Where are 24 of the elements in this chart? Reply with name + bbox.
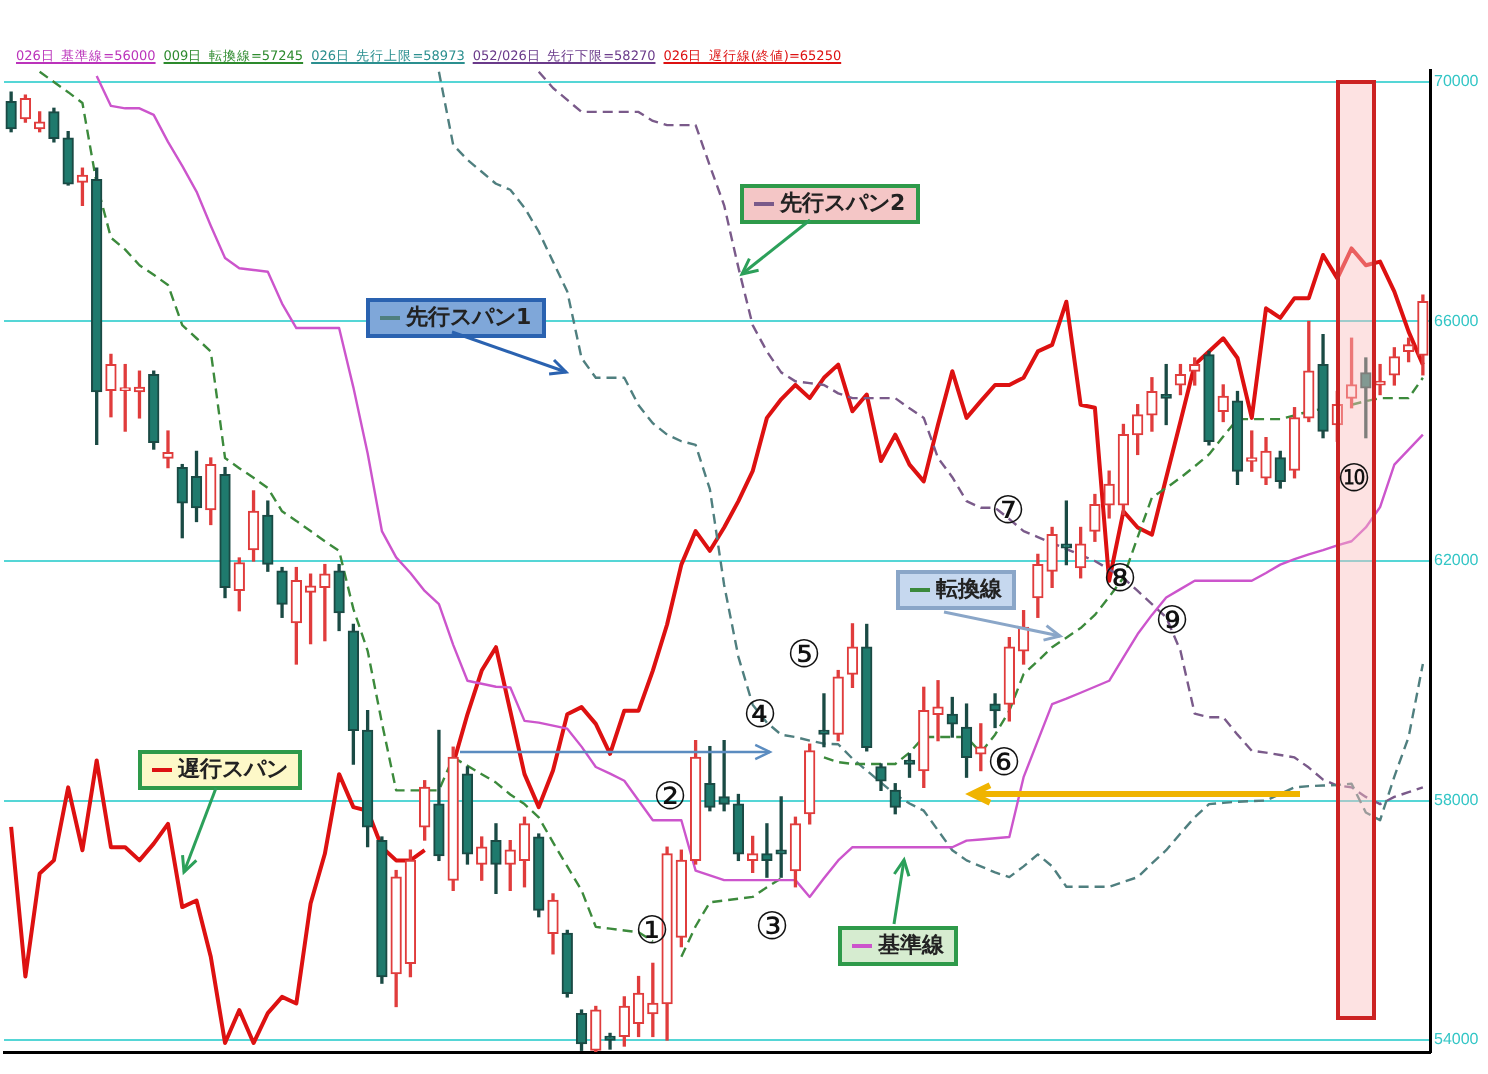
y-tick-label: 54000 (1434, 1030, 1480, 1049)
y-tick-label: 58000 (1434, 790, 1480, 809)
candlestick (989, 693, 1001, 729)
legend-label: 先行スパン1 (366, 298, 546, 339)
candlestick (319, 563, 331, 642)
candlestick (718, 739, 730, 812)
legend-label: 基準線 (838, 926, 958, 967)
annotation: ⑨ (1154, 599, 1190, 643)
legend-label: 遅行スパン (138, 750, 302, 791)
annotation: ⑩ (1336, 457, 1372, 501)
candlestick (162, 430, 174, 469)
annotation: ⑥ (986, 741, 1022, 785)
annotation: ⑤ (786, 633, 822, 677)
legend-label: 転換線 (896, 570, 1016, 611)
y-tick-label: 62000 (1434, 551, 1480, 570)
y-tick-label: 70000 (1434, 72, 1480, 91)
y-tick-label: 66000 (1434, 311, 1480, 330)
line-series (537, 70, 1425, 806)
annotation: ④ (742, 693, 778, 737)
annotation: ③ (754, 905, 790, 949)
legend-label: 先行スパン2 (740, 184, 920, 225)
candlestick (761, 823, 773, 878)
annotation: ⑦ (990, 489, 1026, 533)
candlestick (932, 680, 944, 742)
